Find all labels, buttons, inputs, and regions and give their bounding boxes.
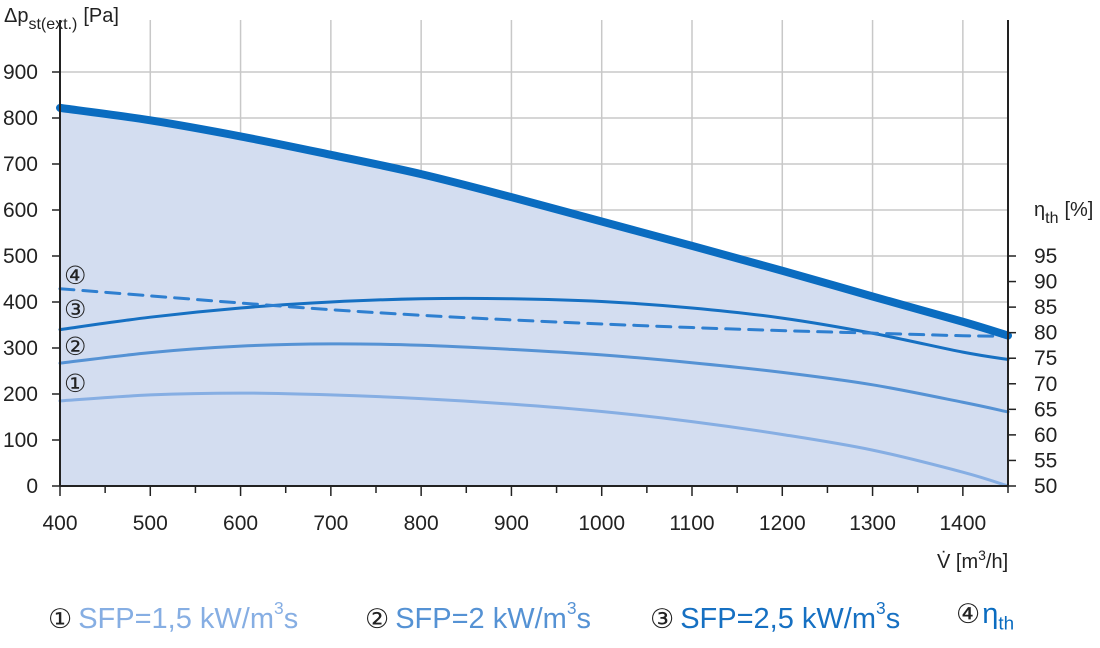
series-sfp-2	[58, 342, 1010, 414]
tick-labels: 400 500 600 700 800 900 1000 1100 1200 1300 1400 0 1…	[3, 61, 1057, 535]
operating-range-area	[60, 107, 1008, 486]
x-tick-label: 1000	[578, 512, 625, 535]
x-tick-label: 1400	[939, 512, 986, 535]
legend-item-2: ② SFP=2 kW/m3s	[365, 598, 591, 636]
y2-tick-label: 95	[1034, 245, 1057, 268]
x-axis-title: V̇ [m3/h]	[937, 547, 1008, 573]
legend-label-1: SFP=1,5 kW/m3s	[78, 598, 299, 635]
x-tick-label: 1100	[669, 512, 714, 535]
legend-item-1: ① SFP=1,5 kW/m3s	[48, 598, 298, 636]
x-tick-label: 400	[42, 512, 77, 535]
x-tick-label: 600	[223, 512, 258, 535]
y-axis-title: Δpst(ext.) [Pa]	[4, 5, 119, 33]
y2-tick-label: 60	[1034, 424, 1057, 447]
x-tick-label: 1200	[759, 512, 806, 535]
y2-tick-label: 85	[1034, 296, 1057, 319]
legend-label-4: ηth	[982, 598, 1015, 634]
legend-number-4: ④	[956, 599, 981, 630]
curve-label-2: ②	[64, 332, 86, 361]
series-max-curve	[56, 103, 1012, 340]
series-efficiency	[58, 287, 1010, 338]
y-tick-label: 100	[3, 429, 38, 452]
y2-tick-label: 80	[1034, 322, 1057, 345]
x-tick-label: 800	[404, 512, 439, 535]
y-tick-label: 0	[26, 475, 38, 498]
y2-tick-label: 65	[1034, 398, 1057, 421]
curve-label-3: ③	[64, 295, 86, 324]
legend-item-4: ④ηth	[956, 598, 1014, 635]
curve-label-4: ④	[64, 261, 86, 290]
x-tick-label: 500	[133, 512, 168, 535]
y-tick-label: 200	[3, 383, 38, 406]
legend-label-3: SFP=2,5 kW/m3s	[680, 598, 901, 635]
y-tick-label: 700	[3, 153, 38, 176]
legend-number-1: ①	[48, 603, 73, 635]
y-tick-label: 500	[3, 245, 38, 268]
series-group	[56, 103, 1012, 488]
y2-tick-label: 70	[1034, 373, 1057, 396]
legend-number-2: ②	[365, 603, 390, 635]
x-tick-label: 900	[494, 512, 529, 535]
y2-tick-label: 75	[1034, 347, 1057, 370]
y-tick-label: 600	[3, 199, 38, 222]
fan-performance-chart: 400 500 600 700 800 900 1000 1100 1200 1300 1400 0 1…	[3, 5, 1093, 573]
x-tick-label: 700	[313, 512, 348, 535]
y-tick-label: 900	[3, 61, 38, 84]
y2-tick-label: 50	[1034, 475, 1057, 498]
axes	[52, 20, 1016, 496]
y2-tick-label: 55	[1034, 449, 1057, 472]
y-tick-label: 800	[3, 107, 38, 130]
legend-number-3: ③	[650, 603, 675, 635]
legend-label-2: SFP=2 kW/m3s	[395, 598, 591, 635]
curve-label-1: ①	[64, 369, 86, 398]
legend-item-3: ③ SFP=2,5 kW/m3s	[650, 598, 900, 636]
series-sfp-1-5	[58, 391, 1010, 488]
y-tick-label: 300	[3, 337, 38, 360]
y-tick-label: 400	[3, 291, 38, 314]
x-tick-label: 1300	[849, 512, 896, 535]
y2-axis-title: ηth [%]	[1034, 199, 1093, 227]
y2-tick-label: 90	[1034, 271, 1057, 294]
